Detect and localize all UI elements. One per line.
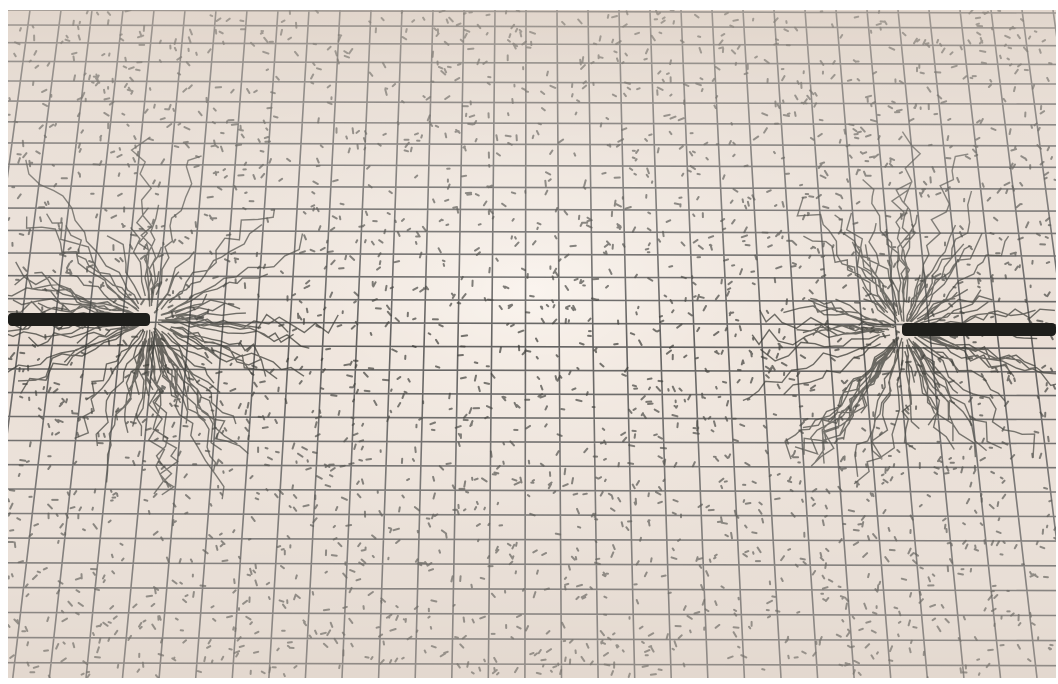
right-electrode	[902, 323, 1056, 336]
field-photo	[8, 10, 1056, 678]
edge-shading	[8, 10, 1056, 678]
left-electrode	[8, 313, 150, 326]
photo-frame	[8, 10, 1056, 678]
